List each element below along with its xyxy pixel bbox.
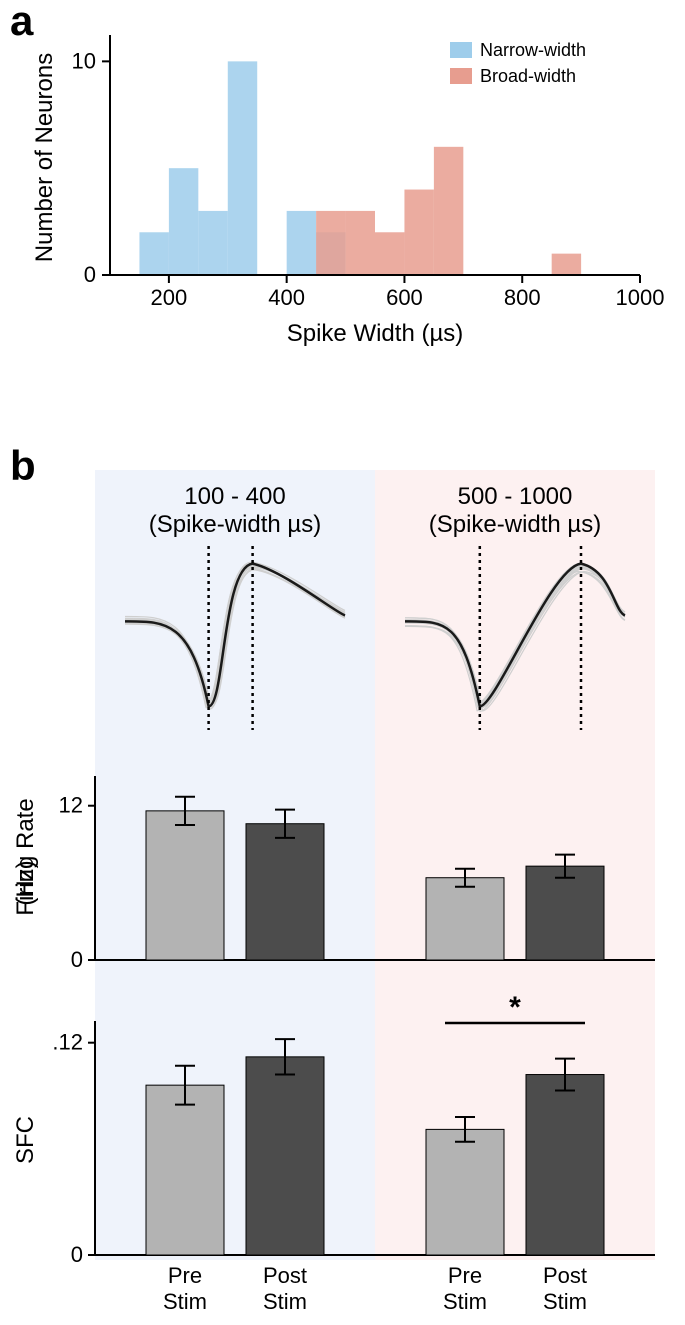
hist-bar-broad	[552, 254, 581, 275]
sig-star: *	[509, 991, 521, 1024]
y-tick-label: 0	[71, 947, 83, 972]
y-axis-label: (Hz)	[12, 860, 39, 905]
bar-broad_pre	[426, 878, 504, 960]
bar-narrow_pre	[146, 1085, 224, 1255]
x-label: Stim	[263, 1289, 307, 1314]
bg-right	[375, 470, 655, 1260]
y-tick-label: 0	[71, 1242, 83, 1267]
hist-bar-narrow	[228, 61, 257, 275]
x-label: Post	[263, 1263, 307, 1288]
bar-narrow_pre	[146, 811, 224, 960]
y-tick-label: 10	[72, 48, 96, 73]
bar-broad_post	[526, 1075, 604, 1255]
y-tick-label: 0	[84, 262, 96, 287]
x-label: Stim	[543, 1289, 587, 1314]
x-tick-label: 800	[504, 285, 541, 310]
hist-bar-narrow	[139, 232, 168, 275]
bar-narrow_post	[246, 1057, 324, 1255]
x-label: Pre	[448, 1263, 482, 1288]
legend-swatch	[450, 68, 472, 84]
panel-b-charts: 100 - 400(Spike-width µs)500 - 1000(Spik…	[0, 470, 685, 1320]
hist-bar-broad	[434, 147, 463, 275]
y-axis-label: SFC	[12, 1116, 39, 1164]
right-title-1: 500 - 1000	[458, 483, 573, 510]
legend-label: Broad-width	[480, 66, 576, 86]
x-tick-label: 400	[268, 285, 305, 310]
y-axis-label: Number of Neurons	[31, 53, 58, 262]
x-axis-label: Spike Width (µs)	[287, 320, 464, 347]
legend-label: Narrow-width	[480, 40, 586, 60]
x-tick-label: 200	[151, 285, 188, 310]
histogram-chart: 200 400 600 800 1000 0 10 Spike Width (µs) Numbe…	[0, 10, 685, 370]
x-label: Pre	[168, 1263, 202, 1288]
x-label: Post	[543, 1263, 587, 1288]
hist-bar-broad	[404, 190, 433, 275]
left-title-1: 100 - 400	[184, 483, 285, 510]
bar-narrow_post	[246, 824, 324, 960]
x-label: Stim	[163, 1289, 207, 1314]
left-title-2: (Spike-width µs)	[149, 511, 322, 538]
hist-bar-narrow	[169, 168, 198, 275]
x-label: Stim	[443, 1289, 487, 1314]
hist-bar-broad	[346, 211, 375, 275]
y-tick-label: 12	[59, 793, 83, 818]
bar-broad_pre	[426, 1129, 504, 1255]
hist-bar-broad	[375, 232, 404, 275]
x-tick-label: 600	[386, 285, 423, 310]
x-tick-label: 1000	[616, 285, 665, 310]
figure: a 2004006008001000010Spike Width (µs)Num…	[0, 0, 685, 1325]
y-tick-label: .12	[52, 1030, 83, 1055]
bar-broad_post	[526, 866, 604, 960]
right-title-2: (Spike-width µs)	[429, 511, 602, 538]
hist-bar-narrow	[287, 211, 316, 275]
hist-bar-broad	[316, 211, 345, 275]
hist-bar-narrow	[198, 211, 227, 275]
legend-swatch	[450, 42, 472, 58]
